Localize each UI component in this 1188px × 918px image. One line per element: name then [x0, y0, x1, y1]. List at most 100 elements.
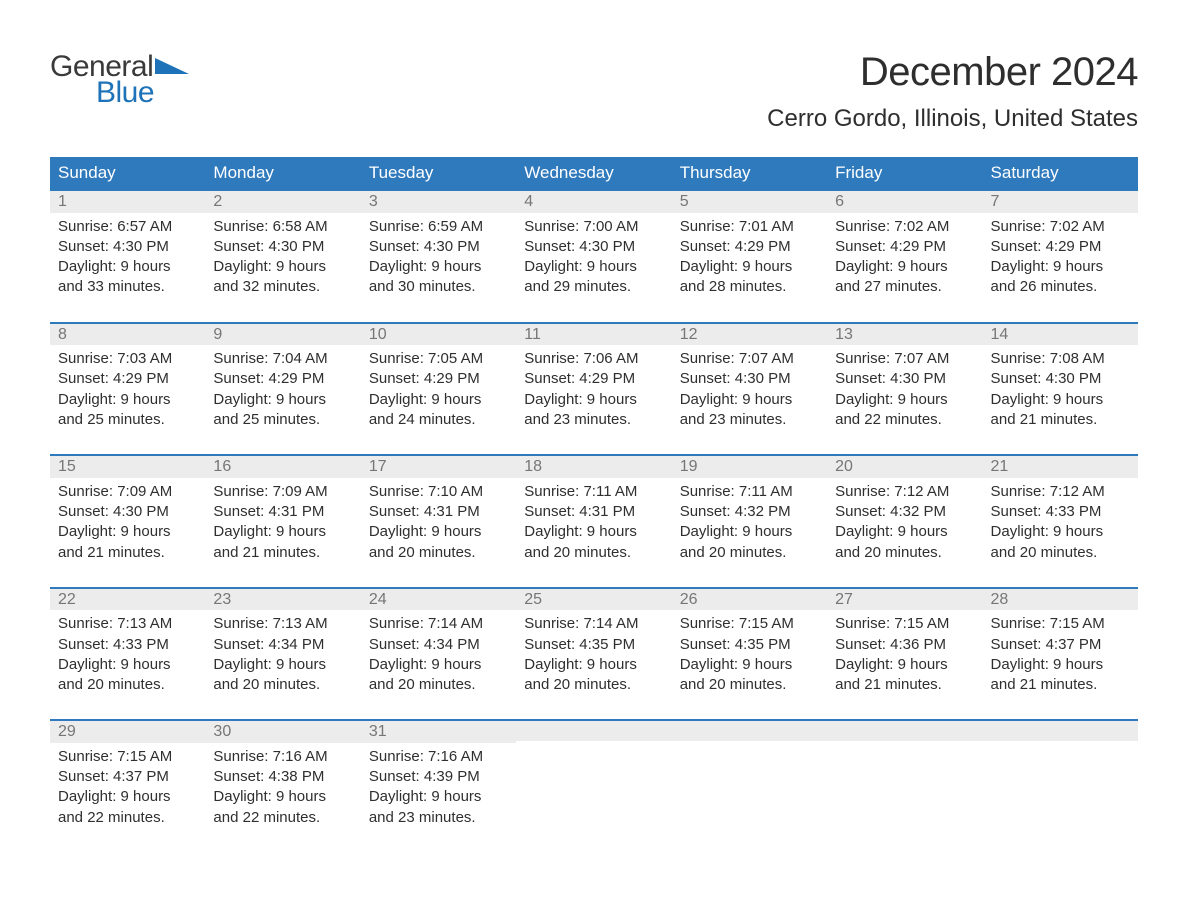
- empty-day-top: [516, 719, 671, 741]
- daylight-line: and 29 minutes.: [524, 277, 663, 297]
- daylight-line: and 23 minutes.: [369, 808, 508, 828]
- week-number-row: 891011121314: [50, 322, 1138, 346]
- week-separator: [50, 701, 1138, 719]
- day-details: Sunrise: 7:00 AMSunset: 4:30 PMDaylight:…: [516, 213, 671, 304]
- sunset-line: Sunset: 4:32 PM: [835, 502, 974, 522]
- day-header: Friday: [827, 157, 982, 189]
- day-details: Sunrise: 7:02 AMSunset: 4:29 PMDaylight:…: [983, 213, 1138, 304]
- daylight-line: and 20 minutes.: [524, 543, 663, 563]
- daylight-line: Daylight: 9 hours: [524, 390, 663, 410]
- location-subtitle: Cerro Gordo, Illinois, United States: [767, 105, 1138, 133]
- title-block: December 2024 Cerro Gordo, Illinois, Uni…: [767, 50, 1138, 133]
- daylight-line: Daylight: 9 hours: [213, 522, 352, 542]
- day-header: Thursday: [672, 157, 827, 189]
- day-number: 20: [827, 454, 982, 478]
- day-number: 17: [361, 454, 516, 478]
- sunrise-line: Sunrise: 7:07 AM: [680, 349, 819, 369]
- day-number: 10: [361, 322, 516, 346]
- daylight-line: Daylight: 9 hours: [58, 390, 197, 410]
- sunrise-line: Sunrise: 7:04 AM: [213, 349, 352, 369]
- day-details: Sunrise: 7:16 AMSunset: 4:39 PMDaylight:…: [361, 743, 516, 834]
- daylight-line: and 20 minutes.: [991, 543, 1130, 563]
- daylight-line: and 20 minutes.: [58, 675, 197, 695]
- day-header: Tuesday: [361, 157, 516, 189]
- sunset-line: Sunset: 4:33 PM: [58, 635, 197, 655]
- day-details: Sunrise: 7:10 AMSunset: 4:31 PMDaylight:…: [361, 478, 516, 569]
- daylight-line: Daylight: 9 hours: [835, 257, 974, 277]
- day-details: Sunrise: 7:13 AMSunset: 4:34 PMDaylight:…: [205, 610, 360, 701]
- day-number: 26: [672, 587, 827, 611]
- sunset-line: Sunset: 4:30 PM: [680, 369, 819, 389]
- daylight-line: Daylight: 9 hours: [524, 257, 663, 277]
- daylight-line: Daylight: 9 hours: [524, 522, 663, 542]
- day-details: Sunrise: 7:13 AMSunset: 4:33 PMDaylight:…: [50, 610, 205, 701]
- sunrise-line: Sunrise: 7:15 AM: [680, 614, 819, 634]
- daylight-line: Daylight: 9 hours: [213, 257, 352, 277]
- daylight-line: and 33 minutes.: [58, 277, 197, 297]
- day-details: Sunrise: 7:02 AMSunset: 4:29 PMDaylight:…: [827, 213, 982, 304]
- sunset-line: Sunset: 4:39 PM: [369, 767, 508, 787]
- week-data-row: Sunrise: 7:03 AMSunset: 4:29 PMDaylight:…: [50, 345, 1138, 436]
- week-separator: [50, 569, 1138, 587]
- day-header-row: SundayMondayTuesdayWednesdayThursdayFrid…: [50, 157, 1138, 189]
- daylight-line: Daylight: 9 hours: [680, 655, 819, 675]
- week-number-row: 15161718192021: [50, 454, 1138, 478]
- day-header: Saturday: [983, 157, 1138, 189]
- day-number: 27: [827, 587, 982, 611]
- day-number: 16: [205, 454, 360, 478]
- day-details: Sunrise: 7:15 AMSunset: 4:37 PMDaylight:…: [50, 743, 205, 834]
- day-number: 4: [516, 189, 671, 213]
- daylight-line: Daylight: 9 hours: [58, 655, 197, 675]
- day-number: 28: [983, 587, 1138, 611]
- day-details: Sunrise: 7:09 AMSunset: 4:31 PMDaylight:…: [205, 478, 360, 569]
- day-number: 15: [50, 454, 205, 478]
- daylight-line: Daylight: 9 hours: [213, 390, 352, 410]
- sunrise-line: Sunrise: 7:13 AM: [213, 614, 352, 634]
- daylight-line: Daylight: 9 hours: [991, 655, 1130, 675]
- sunrise-line: Sunrise: 7:13 AM: [58, 614, 197, 634]
- sunrise-line: Sunrise: 7:16 AM: [213, 747, 352, 767]
- day-number: 12: [672, 322, 827, 346]
- sunrise-line: Sunrise: 7:11 AM: [524, 482, 663, 502]
- day-details: Sunrise: 7:15 AMSunset: 4:35 PMDaylight:…: [672, 610, 827, 701]
- daylight-line: Daylight: 9 hours: [58, 257, 197, 277]
- daylight-line: Daylight: 9 hours: [524, 655, 663, 675]
- day-number: 2: [205, 189, 360, 213]
- day-details: Sunrise: 7:01 AMSunset: 4:29 PMDaylight:…: [672, 213, 827, 304]
- week-data-row: Sunrise: 7:09 AMSunset: 4:30 PMDaylight:…: [50, 478, 1138, 569]
- daylight-line: and 22 minutes.: [835, 410, 974, 430]
- daylight-line: Daylight: 9 hours: [991, 390, 1130, 410]
- day-number: 5: [672, 189, 827, 213]
- day-number: 6: [827, 189, 982, 213]
- daylight-line: Daylight: 9 hours: [369, 522, 508, 542]
- day-details: Sunrise: 7:07 AMSunset: 4:30 PMDaylight:…: [672, 345, 827, 436]
- sunset-line: Sunset: 4:30 PM: [213, 237, 352, 257]
- daylight-line: Daylight: 9 hours: [991, 257, 1130, 277]
- sunset-line: Sunset: 4:30 PM: [58, 502, 197, 522]
- sunset-line: Sunset: 4:35 PM: [524, 635, 663, 655]
- week-data-row: Sunrise: 7:13 AMSunset: 4:33 PMDaylight:…: [50, 610, 1138, 701]
- day-number: 18: [516, 454, 671, 478]
- sunset-line: Sunset: 4:32 PM: [680, 502, 819, 522]
- day-header: Wednesday: [516, 157, 671, 189]
- sunrise-line: Sunrise: 7:07 AM: [835, 349, 974, 369]
- day-number: 24: [361, 587, 516, 611]
- sunrise-line: Sunrise: 7:12 AM: [991, 482, 1130, 502]
- day-number: 19: [672, 454, 827, 478]
- daylight-line: and 23 minutes.: [680, 410, 819, 430]
- daylight-line: and 30 minutes.: [369, 277, 508, 297]
- empty-day-top: [672, 719, 827, 741]
- daylight-line: Daylight: 9 hours: [680, 257, 819, 277]
- daylight-line: and 21 minutes.: [991, 410, 1130, 430]
- sunset-line: Sunset: 4:29 PM: [680, 237, 819, 257]
- sunrise-line: Sunrise: 7:03 AM: [58, 349, 197, 369]
- sunrise-line: Sunrise: 7:06 AM: [524, 349, 663, 369]
- header: General Blue December 2024 Cerro Gordo, …: [50, 50, 1138, 133]
- sunrise-line: Sunrise: 7:08 AM: [991, 349, 1130, 369]
- day-number: 21: [983, 454, 1138, 478]
- day-details: Sunrise: 7:11 AMSunset: 4:32 PMDaylight:…: [672, 478, 827, 569]
- day-number: 3: [361, 189, 516, 213]
- day-number: 13: [827, 322, 982, 346]
- day-details: Sunrise: 6:58 AMSunset: 4:30 PMDaylight:…: [205, 213, 360, 304]
- sunrise-line: Sunrise: 7:15 AM: [58, 747, 197, 767]
